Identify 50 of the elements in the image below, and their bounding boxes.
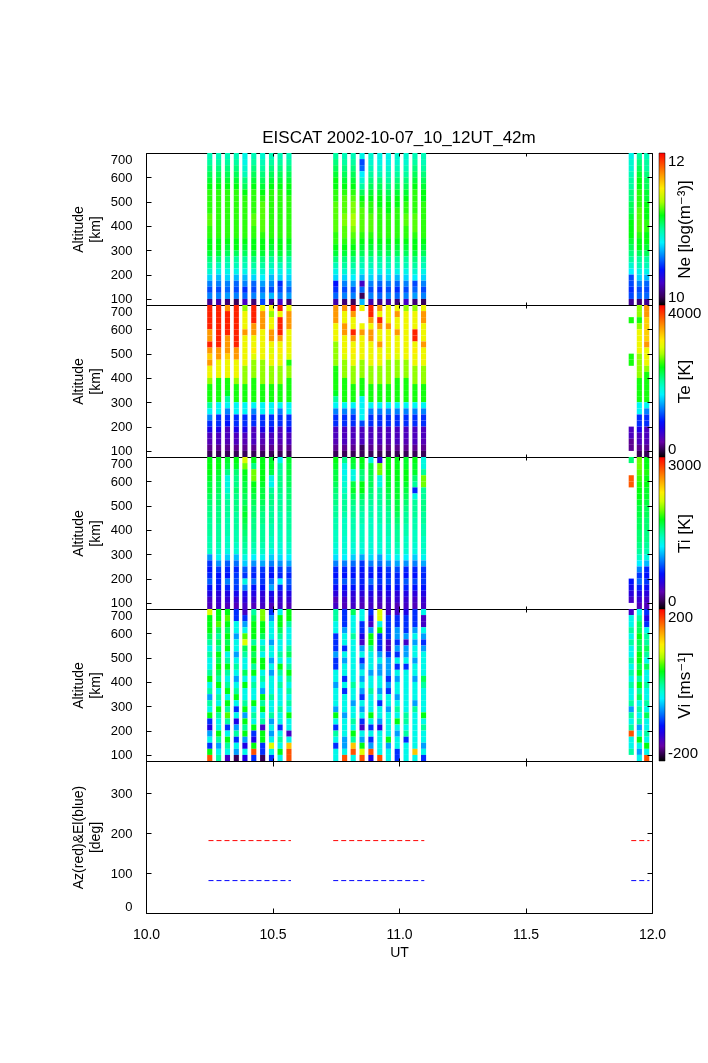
y-tick-label: 500	[110, 498, 133, 514]
y-tick-label: 600	[110, 625, 133, 641]
y-axis-title: Altitude [km]	[69, 661, 103, 709]
color-bar-label: 4000	[668, 304, 702, 322]
y-tick-label: 200	[110, 571, 133, 587]
color-bar-label: 0	[668, 591, 677, 609]
y-axis-title: Altitude [km]	[69, 357, 103, 405]
y-tick-label: 600	[110, 169, 133, 185]
x-tick-label: 10.5	[259, 925, 287, 942]
y-tick-label: 200	[110, 419, 133, 435]
y-tick-label: 400	[110, 370, 133, 386]
color-bar-label: 200	[668, 608, 694, 626]
y-tick-label: 500	[110, 194, 133, 210]
color-bar-title: Ne [log(m⁻³)]	[674, 180, 694, 279]
y-tick-label: 600	[110, 473, 133, 489]
y-tick-label: 300	[110, 394, 133, 410]
y-tick-label: 300	[110, 546, 133, 562]
y-tick-label: 100	[110, 747, 133, 763]
x-tick-label: 11.5	[512, 925, 540, 942]
y-axis-title: Altitude [km]	[69, 509, 103, 557]
y-tick-label: 200	[110, 267, 133, 283]
chart-title: EISCAT 2002-10-07_10_12UT_42m	[262, 127, 536, 147]
y-tick-label: 200	[110, 723, 133, 739]
y-axis-title: Az(red)&El(blue) [deg]	[69, 785, 103, 890]
y-tick-label: 400	[110, 218, 133, 234]
x-tick-label: 10.0	[132, 925, 161, 942]
y-tick-label: 500	[110, 650, 133, 666]
x-tick-label: 11.0	[386, 925, 413, 942]
color-bar-title: Ti [K]	[674, 513, 694, 554]
color-bar-title: Vi [ms⁻¹]	[674, 652, 694, 719]
y-tick-label: 300	[110, 242, 133, 258]
color-bar-title: Te [K]	[674, 359, 694, 404]
y-tick-label: 600	[110, 321, 133, 337]
color-bar-label: 10	[668, 287, 685, 305]
x-axis-title: UT	[390, 943, 410, 960]
y-tick-label: 500	[110, 346, 133, 362]
y-tick-label: 300	[110, 698, 133, 714]
color-bar-label: 3000	[668, 456, 702, 474]
y-tick-label: 400	[110, 674, 133, 690]
y-axis-title: Altitude [km]	[69, 205, 103, 253]
color-bar-label: -200	[668, 743, 699, 761]
color-bar-label: 0	[668, 439, 677, 457]
y-tick-label: 300	[110, 785, 133, 801]
x-tick-label: 12.0	[638, 925, 667, 942]
y-tick-label: 700	[110, 151, 133, 167]
y-tick-label: 0	[125, 898, 133, 914]
y-tick-label: 200	[110, 825, 133, 841]
color-bar-label: 12	[668, 152, 685, 170]
y-tick-label: 400	[110, 522, 133, 538]
y-tick-label: 100	[110, 865, 133, 881]
